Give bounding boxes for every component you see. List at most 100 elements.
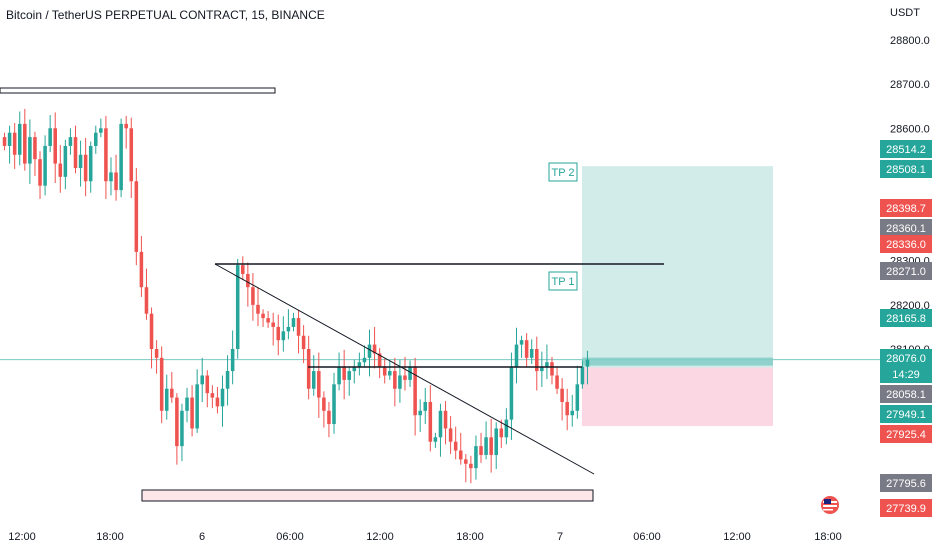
x-tick-label: 6 — [199, 531, 205, 543]
candle-body — [398, 375, 402, 389]
price-label: 28058.1 — [886, 389, 926, 401]
candle-body — [311, 371, 316, 389]
price-label-box — [880, 309, 932, 327]
x-tick-label: 7 — [557, 531, 563, 543]
candle-layer — [2, 108, 590, 484]
candle-body — [185, 397, 189, 411]
candle-body — [453, 441, 458, 451]
price-label: 27925.4 — [886, 429, 926, 441]
y-tick-label: 28700.0 — [890, 79, 930, 91]
candle-body — [504, 419, 509, 438]
candle-body — [347, 371, 351, 380]
candle-body — [585, 359, 590, 367]
candle-body — [94, 132, 98, 146]
price-label-box — [880, 199, 932, 217]
candle-body — [575, 384, 580, 411]
currency-label: USDT — [890, 7, 920, 19]
drawing-layer: TP 2 TP 1 — [0, 87, 664, 502]
candle-body — [266, 318, 270, 323]
zone-layer — [582, 166, 773, 427]
candle-body — [535, 349, 539, 372]
candle-body — [306, 349, 311, 389]
candle-body — [149, 313, 154, 349]
candle-body — [68, 137, 73, 146]
candle-body — [489, 437, 493, 455]
target-zone — [582, 166, 773, 368]
candle-body — [479, 446, 483, 455]
candle-body — [408, 366, 412, 380]
price-label-box — [880, 349, 932, 367]
price-label-box — [880, 219, 932, 237]
y-tick-label: 28200.0 — [890, 300, 930, 312]
x-tick-label: 12:00 — [8, 531, 36, 543]
candle-body — [276, 326, 281, 341]
x-tick-label: 12:00 — [366, 531, 394, 543]
descending-trendline — [214, 263, 595, 475]
x-tick-label: 06:00 — [633, 531, 661, 543]
candle-body — [23, 123, 27, 164]
candle-body — [180, 410, 184, 447]
candle-body — [327, 410, 331, 425]
candle-body — [2, 137, 7, 146]
x-tick-label: 18:00 — [456, 531, 484, 543]
candle-body — [241, 265, 245, 274]
price-label-box — [880, 425, 932, 443]
candle-body — [545, 362, 549, 367]
flag-us-icon[interactable] — [820, 495, 840, 515]
candle-body — [220, 388, 225, 407]
candle-body — [17, 123, 22, 155]
candle-body — [403, 375, 407, 380]
candle-body — [464, 459, 468, 464]
candle-body — [210, 393, 215, 398]
price-label: 28514.2 — [886, 144, 926, 156]
stop-zone — [582, 367, 773, 427]
price-label: 28076.0 — [886, 353, 926, 365]
candle-body — [190, 397, 194, 429]
candle-body — [555, 375, 559, 389]
candle-body — [362, 357, 367, 363]
chart-title: Bitcoin / TetherUS PERPETUAL CONTRACT, 1… — [6, 8, 325, 22]
candle-body — [83, 154, 88, 182]
candle-body — [164, 388, 169, 411]
candle-body — [88, 145, 93, 182]
x-tick-label: 12:00 — [723, 531, 751, 543]
candle-body — [215, 397, 220, 407]
candle-body — [357, 362, 362, 367]
candle-body — [129, 128, 134, 182]
candle-body — [230, 349, 235, 372]
tp-annotation-label: TP 2 — [551, 167, 574, 179]
candle-body — [256, 304, 260, 314]
price-label: 28360.1 — [886, 223, 926, 235]
candle-body — [33, 137, 37, 160]
price-label: 14:29 — [892, 369, 920, 381]
price-label-box — [880, 474, 932, 492]
candle-body — [119, 123, 123, 191]
candle-body — [372, 344, 377, 354]
resistance-box — [0, 87, 276, 94]
candle-body — [195, 384, 199, 429]
candle-body — [251, 287, 255, 305]
price-label: 28336.0 — [886, 239, 926, 251]
tp-annotation-label: TP 1 — [551, 276, 574, 288]
candle-body — [322, 397, 326, 411]
tp-annotation-box — [548, 162, 578, 182]
candle-body — [570, 410, 575, 416]
candle-body — [469, 463, 473, 469]
x-tick-label: 18:00 — [814, 531, 842, 543]
candle-body — [580, 366, 585, 385]
y-tick-label: 28800.0 — [890, 35, 930, 47]
candle-body — [367, 344, 372, 358]
price-label-box — [880, 499, 932, 517]
candle-body — [352, 366, 357, 372]
candle-body — [78, 154, 83, 169]
candle-body — [28, 137, 32, 164]
candle-body — [281, 331, 286, 341]
candle-body — [225, 371, 230, 389]
candle-body — [337, 366, 341, 385]
candle-body — [235, 265, 240, 349]
price-label-box — [880, 235, 932, 253]
candle-body — [499, 428, 504, 438]
candle-body — [388, 371, 392, 376]
